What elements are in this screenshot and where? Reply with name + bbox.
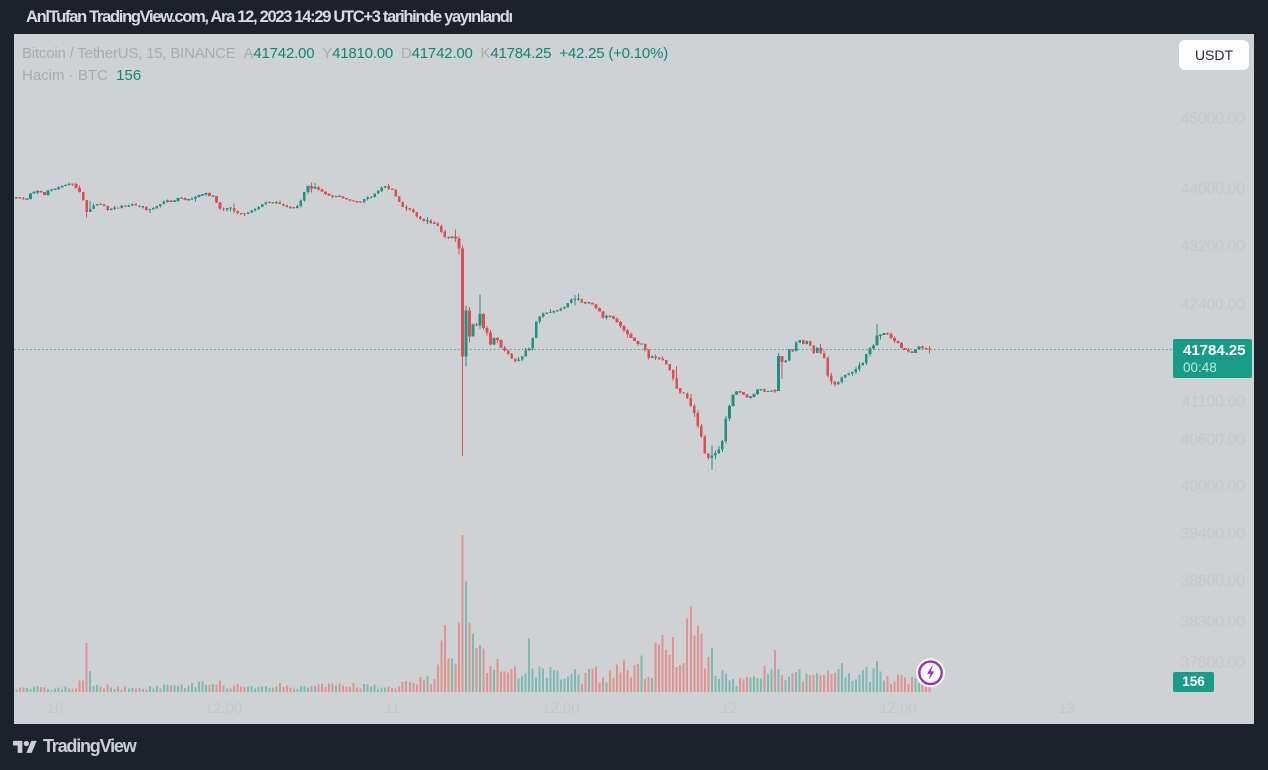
svg-text:44000.00: 44000.00: [1181, 181, 1246, 198]
svg-text:38800.00: 38800.00: [1181, 573, 1246, 590]
svg-text:12:00: 12:00: [542, 700, 580, 717]
svg-text:42400.00: 42400.00: [1181, 296, 1246, 313]
svg-text:10: 10: [47, 700, 64, 717]
svg-text:40600.00: 40600.00: [1181, 432, 1246, 449]
svg-text:12:00: 12:00: [205, 700, 243, 717]
svg-text:37800.00: 37800.00: [1181, 655, 1246, 672]
svg-text:12:00: 12:00: [879, 700, 917, 717]
svg-text:11: 11: [384, 700, 400, 717]
svg-text:13: 13: [1058, 700, 1075, 717]
svg-text:38300.00: 38300.00: [1181, 614, 1246, 631]
svg-text:12: 12: [721, 700, 738, 717]
svg-text:40000.00: 40000.00: [1181, 478, 1246, 495]
svg-text:43200.00: 43200.00: [1181, 238, 1246, 255]
svg-text:45000.00: 45000.00: [1181, 111, 1246, 128]
svg-text:39400.00: 39400.00: [1181, 525, 1246, 542]
svg-text:41100.00: 41100.00: [1182, 394, 1246, 411]
